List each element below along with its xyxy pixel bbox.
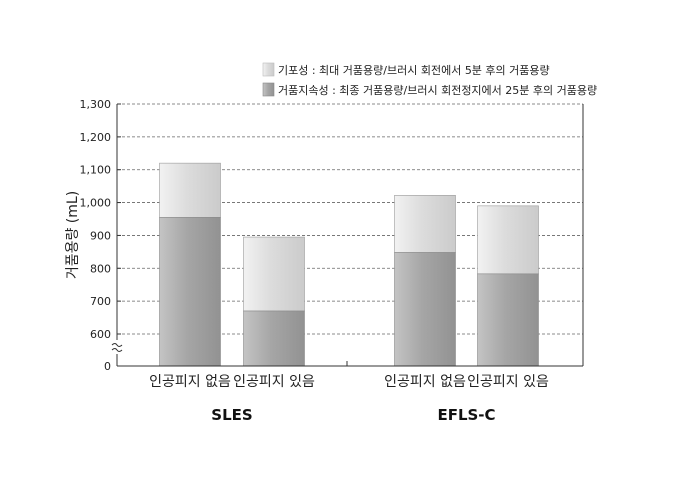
category-label: 인공피지 없음 (384, 374, 466, 390)
y-tick-label: 700 (90, 295, 111, 308)
y-axis-label: 거품용량 (mL) (65, 191, 81, 279)
y-tick-label: 0 (104, 360, 111, 373)
y-tick-label: 1,000 (80, 197, 112, 210)
group-label: SLES (211, 406, 252, 424)
bar-foamability (159, 162, 221, 218)
bar-foamability (394, 195, 456, 253)
bar-persistence (394, 252, 456, 367)
legend-label-foamability: 기포성 : 최대 거품용량/브러시 회전에서 5분 후의 거품용량 (278, 64, 550, 77)
y-tick-label: 800 (90, 262, 111, 275)
bar-persistence (477, 273, 539, 367)
y-tick-label: 1,300 (80, 98, 112, 111)
y-tick-label: 900 (90, 229, 111, 242)
bar-foamability (477, 205, 539, 275)
category-labels: 인공피지 없음 인공피지 있음 인공피지 없음 인공피지 있음 (149, 374, 549, 390)
bar-persistence (243, 310, 305, 367)
legend-swatch-persistence (262, 82, 275, 97)
y-tick-label: 1,100 (80, 164, 112, 177)
group-label: EFLS-C (437, 406, 495, 424)
y-tick-label: 600 (90, 328, 111, 341)
category-label: 인공피지 없음 (149, 374, 231, 390)
y-tick-labels: 0 600 700 800 900 1,000 1,100 1,200 1,300 (80, 98, 112, 373)
legend: 기포성 : 최대 거품용량/브러시 회전에서 5분 후의 거품용량 거품지속성 … (262, 62, 597, 97)
category-label: 인공피지 있음 (233, 374, 315, 390)
bars (159, 162, 539, 367)
category-label: 인공피지 있음 (467, 374, 549, 390)
axis-break-mark (110, 340, 124, 354)
bar-foamability (243, 236, 305, 312)
bar-persistence (159, 217, 221, 367)
legend-label-persistence: 거품지속성 : 최종 거품용량/브러시 회전정지에서 25분 후의 거품용량 (278, 84, 597, 97)
y-tick-label: 1,200 (80, 131, 112, 144)
group-labels: SLES EFLS-C (211, 406, 495, 424)
legend-swatch-foamability (262, 62, 275, 77)
